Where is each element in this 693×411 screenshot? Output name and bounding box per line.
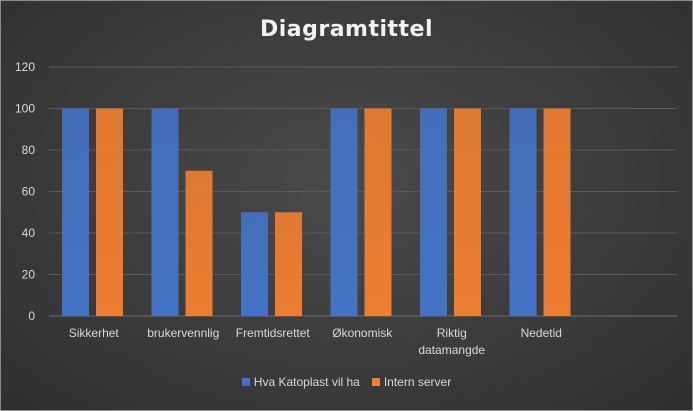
gridlines [49, 66, 677, 317]
y-tick-label: 60 [22, 185, 36, 199]
legend-item: Hva Katoplast vil ha [241, 375, 360, 389]
bar-series2 [454, 108, 481, 316]
y-tick-label: 0 [28, 309, 35, 323]
bar-series1 [241, 212, 268, 316]
bar-series2 [275, 212, 302, 316]
bar-series2 [364, 108, 392, 316]
y-tick-label: 100 [15, 102, 35, 116]
legend-item: Intern server [371, 375, 452, 389]
x-tick-label: Riktig [437, 326, 467, 340]
x-tick-label: datamangde [418, 343, 485, 357]
y-tick-label: 40 [22, 226, 36, 240]
bar-series1 [330, 108, 358, 316]
x-tick-label: Fremtidsrettet [236, 326, 311, 340]
x-axis-labels: Sikkerhet brukervennlig Fremtidsrettet Økon… [69, 326, 562, 357]
bar-series1 [62, 108, 89, 316]
bar-series2 [185, 170, 213, 316]
x-tick-label: brukervennlig [147, 326, 219, 340]
bar-series1 [509, 108, 537, 316]
bar-series1 [151, 108, 179, 316]
chart-title: Diagramtittel [259, 17, 434, 42]
y-axis-labels: 0 20 40 60 80 100 120 [15, 60, 35, 323]
bar-series1 [420, 108, 447, 316]
legend-swatch [241, 378, 250, 386]
legend: Hva Katoplast vil ha Intern server [1, 375, 692, 389]
y-tick-label: 120 [15, 60, 35, 74]
x-tick-label: Økonomisk [332, 326, 393, 340]
x-tick-label: Sikkerhet [69, 326, 120, 340]
x-tick-label: Nedetid [521, 326, 562, 340]
legend-swatch [371, 378, 380, 386]
legend-label: Hva Katoplast vil ha [253, 375, 360, 389]
y-tick-label: 80 [22, 143, 36, 157]
bar-series2 [543, 108, 571, 316]
bar-series2 [96, 108, 123, 316]
legend-label: Intern server [383, 375, 452, 389]
y-tick-label: 20 [22, 268, 36, 282]
bars [62, 108, 571, 316]
